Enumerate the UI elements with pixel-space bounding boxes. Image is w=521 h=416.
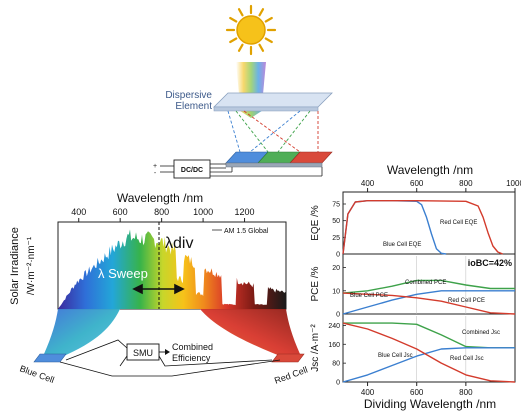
converter-minus: -	[154, 170, 157, 177]
series-line	[342, 322, 516, 383]
y-tick-label: 50	[332, 218, 340, 225]
eqe-red-label: Red Cell EQE	[440, 220, 477, 226]
spectrum-ticks: 400 600 800 1000 1200	[71, 207, 255, 222]
legend-entry: AM 1.5 Global	[224, 228, 269, 235]
y-tick-label: 0	[336, 312, 340, 319]
pce-ylabel: PCE /%	[310, 266, 321, 301]
series-line	[342, 292, 516, 315]
pce-badge-text: ioBC=42%	[468, 258, 512, 268]
eqe-blue-label: Blue Cell EQE	[383, 242, 421, 248]
y-tick-label: 75	[332, 202, 340, 209]
blue-funnel	[44, 309, 120, 360]
cell-base	[225, 162, 323, 168]
pce-red-label: Red Cell PCE	[448, 298, 485, 304]
top-tick-label: 1000	[506, 179, 521, 188]
combined-efficiency-1: Combined	[172, 342, 213, 352]
spectrum-curve	[58, 229, 286, 309]
right-bottom-axis-title: Dividing Wavelength /nm	[364, 397, 496, 411]
y-tick-label: 20	[332, 265, 340, 272]
y-tick-label: 0	[336, 380, 340, 387]
dispersed-rays	[227, 110, 319, 153]
blue-cell-label: Blue Cell	[18, 363, 55, 385]
right-top-ticks: 400 600 800 1000	[361, 179, 521, 192]
sun-ray	[264, 37, 273, 44]
bottom-tick-label: 800	[459, 388, 473, 397]
dispersive-element-bottom	[213, 106, 319, 112]
spectrum-tick-label: 1000	[193, 207, 213, 217]
sun-disc	[236, 15, 266, 45]
y-tick-label: 10	[332, 288, 340, 295]
converter-wires	[160, 163, 323, 177]
jsc-plot: 0 80 160 240	[328, 316, 516, 387]
red-funnel	[200, 309, 300, 360]
spectrum-tick-label: 400	[71, 207, 86, 217]
jsc-combined-label: Combined Jsc	[462, 330, 500, 336]
spectrum-tick-label: 1200	[235, 207, 255, 217]
smu-label: SMU	[133, 348, 153, 358]
combined-efficiency-2: Efficiency	[172, 353, 211, 363]
jsc-ylabel: Jsc /A·m⁻²	[310, 324, 321, 372]
jsc-blue-label: Blue Cell Jsc	[378, 353, 413, 359]
y-tick-label: 240	[328, 323, 340, 330]
top-diagram: Dispersive Element DC/DC + -	[153, 4, 333, 179]
spectrum-axis-title: Wavelength /nm	[117, 191, 203, 205]
sun-ray	[237, 8, 244, 17]
spectrum-ylabel-2: /W·m⁻²·nm⁻¹	[26, 236, 37, 295]
sun-ray	[237, 43, 244, 52]
pce-combined-label: Combined PCE	[405, 280, 446, 286]
y-tick-label: 25	[332, 235, 340, 242]
spectrum-ylabel-1: Solar Irradiance	[9, 227, 21, 305]
dispersive-label-1: Dispersive	[165, 90, 212, 101]
right-top-axis-title: Wavelength /nm	[387, 163, 473, 177]
series-line	[342, 200, 503, 255]
series-line	[342, 279, 515, 294]
dispersive-label-2: Element	[175, 101, 212, 112]
top-tick-label: 800	[459, 179, 473, 188]
smu-arrow-head	[165, 349, 170, 355]
dispersive-element	[213, 92, 333, 108]
sweep-label: λ Sweep	[98, 266, 148, 281]
eqe-ylabel: EQE /%	[310, 205, 321, 241]
y-tick-label: 80	[332, 361, 340, 368]
bottom-tick-label: 600	[410, 388, 424, 397]
sun-ray	[258, 43, 265, 52]
converter-plus: +	[153, 163, 157, 170]
pce-blue-label: Blue Cell PCE	[350, 293, 388, 299]
right-bottom-ticks: 400 600 800	[361, 382, 473, 397]
series-line	[342, 290, 515, 315]
top-tick-label: 400	[361, 179, 375, 188]
dcdc-label: DC/DC	[181, 167, 203, 174]
sun-ray	[229, 37, 238, 44]
series-line	[342, 347, 515, 383]
sun-ray	[229, 16, 238, 23]
dcdc-converter	[173, 159, 211, 179]
bottom-tick-label: 400	[361, 388, 375, 397]
smu-wires	[59, 339, 281, 377]
eqe-plot: 0 25 50 75	[332, 200, 503, 259]
spectrum-tick-label: 600	[113, 207, 128, 217]
pce-badge	[478, 257, 513, 268]
y-tick-label: 160	[328, 342, 340, 349]
red-cell-label: Red Cell	[273, 365, 309, 386]
divider-label: λdiv	[165, 235, 193, 252]
jsc-red-label: Red Cell Jsc	[450, 356, 484, 362]
sun-ray	[264, 16, 273, 23]
sun-ray	[258, 8, 265, 17]
pce-plot: 0 10 20	[332, 256, 516, 319]
spectrum-panel: Wavelength /nm 400 600 800 1000 1200 λdiv AM…	[9, 191, 309, 386]
y-tick-label: 0	[336, 252, 340, 259]
blue-cell-bottom	[33, 353, 67, 363]
top-tick-label: 600	[410, 179, 424, 188]
sun-icon	[225, 4, 277, 56]
spectrum-tick-label: 800	[154, 207, 169, 217]
sweep-arrow	[132, 283, 185, 295]
